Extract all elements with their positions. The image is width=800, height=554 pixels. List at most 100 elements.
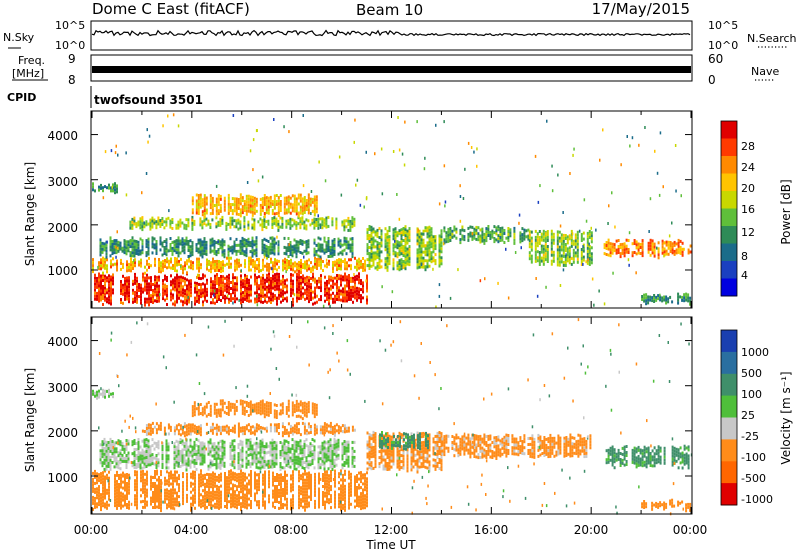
heat-cell — [203, 240, 206, 244]
heat-cell — [342, 497, 344, 501]
heat-speck — [102, 196, 105, 200]
heat-cell — [264, 264, 266, 268]
heat-cell — [396, 267, 399, 271]
heat-cell — [489, 234, 492, 237]
heat-cell — [110, 281, 112, 285]
heat-cell — [438, 261, 441, 265]
heat-cell — [246, 506, 248, 510]
heat-cell — [574, 233, 577, 237]
heat-cell — [175, 239, 178, 243]
heat-cell — [322, 485, 324, 488]
heat-cell — [205, 199, 208, 203]
heat-cell — [254, 483, 256, 487]
heat-cell — [400, 246, 403, 250]
heat-cell — [336, 283, 338, 286]
heat-cell — [302, 493, 304, 497]
heat-cell — [366, 283, 368, 287]
heat-cell — [540, 238, 543, 242]
heat-cell — [131, 443, 134, 447]
heat-cell — [258, 275, 260, 279]
heat-cell — [160, 267, 162, 271]
heat-cell — [424, 229, 427, 233]
heat-cell — [263, 203, 266, 206]
heat-cell — [140, 488, 142, 492]
heat-cell — [212, 480, 214, 484]
heat-cell — [305, 199, 308, 202]
heat-cell — [172, 296, 174, 300]
heat-cell — [224, 475, 226, 478]
heat-cell — [284, 297, 286, 301]
heat-cell — [190, 294, 192, 298]
heat-cell — [339, 245, 342, 249]
heat-cell — [252, 259, 254, 262]
heat-cell — [292, 473, 294, 477]
heat-cell — [356, 286, 358, 290]
heat-cell — [304, 469, 306, 473]
heat-cell — [544, 255, 547, 259]
heat-cell — [224, 505, 226, 508]
heat-cell — [274, 488, 276, 491]
heat-cell — [669, 241, 672, 244]
heat-cell — [564, 249, 567, 252]
heat-cell — [280, 476, 282, 480]
heat-cell — [137, 462, 140, 465]
heat-cell — [133, 448, 136, 451]
heat-cell — [220, 490, 222, 494]
heat-cell — [99, 238, 102, 242]
heat-cell — [146, 494, 148, 498]
heat-speck — [310, 212, 312, 215]
heat-cell — [198, 300, 200, 304]
heat-cell — [133, 251, 136, 255]
heat-cell — [128, 282, 130, 286]
heat-cell — [327, 224, 330, 228]
heat-cell — [141, 451, 144, 455]
heat-cell — [162, 262, 164, 266]
heat-cell — [661, 245, 664, 249]
power-cbar-tick-8: 8 — [741, 250, 748, 263]
heat-cell — [687, 251, 690, 255]
heat-cell — [340, 469, 342, 473]
heat-cell — [263, 212, 266, 215]
heat-cell — [384, 236, 387, 240]
heat-cell — [360, 477, 362, 481]
heat-cell — [94, 189, 96, 193]
heat-cell — [268, 284, 270, 288]
heat-cell — [546, 239, 549, 242]
heat-cell — [282, 259, 284, 263]
heat-cell — [501, 235, 504, 239]
heat-cell — [122, 471, 124, 475]
heat-cell — [114, 501, 116, 505]
heat-cell — [245, 239, 248, 243]
heat-cell — [282, 265, 284, 269]
heat-cell — [274, 264, 276, 268]
heat-cell — [244, 499, 246, 503]
heat-cell — [283, 208, 286, 212]
heat-cell — [141, 216, 144, 220]
heat-cell — [556, 236, 559, 240]
heat-cell — [212, 477, 214, 481]
heat-cell — [199, 250, 202, 254]
heat-cell — [416, 263, 419, 267]
heat-cell — [138, 286, 140, 289]
heat-cell — [175, 251, 178, 255]
heat-cell — [258, 485, 260, 489]
heat-cell — [247, 200, 250, 204]
heat-cell — [348, 274, 350, 277]
heat-cell — [336, 277, 338, 280]
heat-cell — [556, 248, 559, 252]
heat-cell — [671, 251, 674, 255]
heat-cell — [236, 503, 238, 507]
heat-cell — [348, 292, 350, 295]
heat-cell — [204, 482, 206, 486]
heat-cell — [665, 243, 668, 247]
heat-cell — [671, 245, 674, 249]
heat-cell — [133, 466, 136, 469]
heat-cell — [144, 279, 146, 283]
heat-cell — [216, 273, 218, 276]
heat-cell — [164, 488, 166, 492]
heat-cell — [227, 244, 230, 248]
heat-speck — [518, 221, 520, 225]
colorbar-swatch — [721, 261, 737, 279]
heat-cell — [224, 282, 226, 286]
heat-cell — [426, 250, 429, 254]
